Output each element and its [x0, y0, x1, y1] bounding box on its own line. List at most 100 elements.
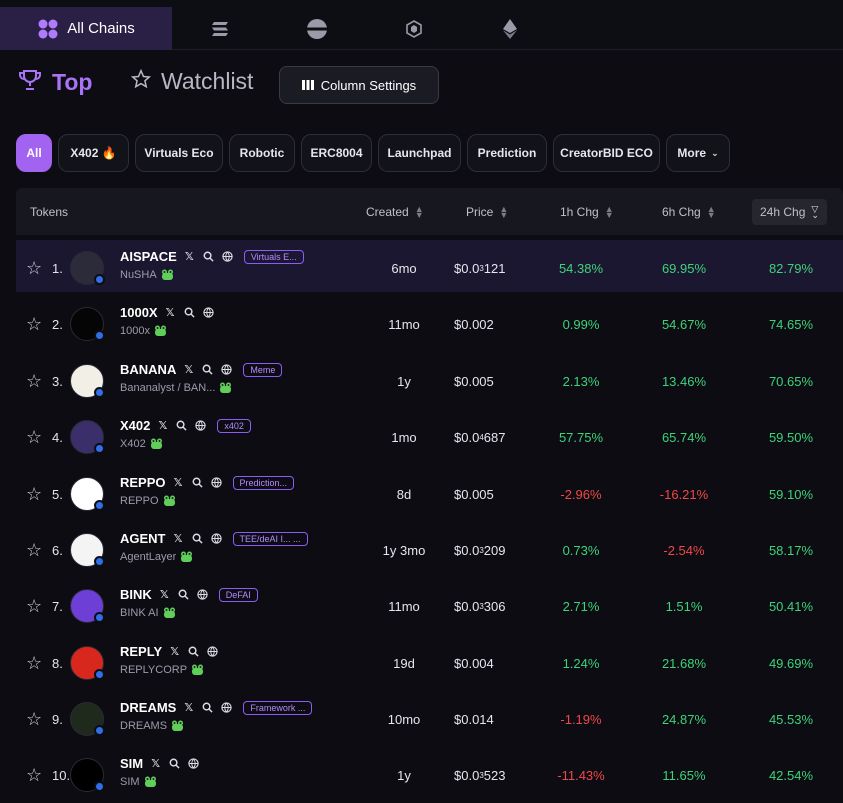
x-icon[interactable]: 𝕏 [184, 251, 194, 263]
filter-virtuals-eco[interactable]: Virtuals Eco [135, 134, 223, 172]
category-tag[interactable]: x402 [217, 418, 251, 433]
x-icon[interactable]: 𝕏 [173, 477, 183, 489]
table-row[interactable]: ☆ 7. BINK 𝕏 DeFAI BINK AI [16, 578, 843, 634]
token-symbol[interactable]: BANANA [120, 362, 177, 377]
x-icon[interactable]: 𝕏 [165, 307, 175, 319]
filter-creatorbid-eco[interactable]: CreatorBID ECO [553, 134, 660, 172]
rank: 7. [52, 598, 63, 614]
filter-more[interactable]: More ⌄ [666, 134, 730, 172]
globe-icon[interactable] [220, 701, 233, 714]
table-row[interactable]: ☆ 3. BANANA 𝕏 Meme Bananalyst / BAN... [16, 353, 843, 409]
chain-tab-all[interactable]: All Chains [0, 7, 172, 50]
filter-robotic[interactable]: Robotic [229, 134, 295, 172]
search-icon[interactable] [183, 306, 196, 319]
change-24h: 70.65% [768, 373, 814, 389]
watchlist-star-icon[interactable]: ☆ [26, 708, 43, 729]
x-icon[interactable]: 𝕏 [170, 646, 180, 658]
globe-icon[interactable] [210, 532, 223, 545]
globe-icon[interactable] [206, 645, 219, 658]
x-icon[interactable]: 𝕏 [173, 533, 183, 545]
token-symbol[interactable]: DREAMS [120, 700, 177, 715]
filter-erc8004[interactable]: ERC8004 [301, 134, 372, 172]
watchlist-star-icon[interactable]: ☆ [26, 313, 43, 334]
top-tab[interactable]: Top [18, 68, 92, 97]
token-avatar [70, 477, 105, 511]
category-tag[interactable]: DeFAI [218, 587, 258, 602]
column-settings-button[interactable]: Column Settings [279, 66, 439, 104]
search-icon[interactable] [201, 363, 214, 376]
table-row[interactable]: ☆ 4. X402 𝕏 x402 X402 [16, 409, 843, 465]
globe-icon[interactable] [210, 476, 223, 489]
table-row[interactable]: ☆ 10. SIM 𝕏 SIM [16, 747, 843, 803]
globe-icon[interactable] [220, 363, 233, 376]
category-tag[interactable]: Meme [243, 362, 283, 377]
category-tag[interactable]: Framework ... [243, 700, 313, 715]
col-24h-chg[interactable]: 24h Chg ▽ ⌄ [752, 199, 827, 225]
watchlist-star-icon[interactable]: ☆ [26, 652, 43, 673]
watchlist-tab[interactable]: Watchlist [130, 68, 253, 95]
col-label: 1h Chg [560, 204, 599, 219]
token-symbol[interactable]: SIM [120, 756, 144, 771]
globe-icon[interactable] [196, 588, 209, 601]
watchlist-star-icon[interactable]: ☆ [26, 370, 43, 391]
table-row[interactable]: ☆ 5. REPPO 𝕏 Prediction... REPPO [16, 466, 843, 522]
watchlist-star-icon[interactable]: ☆ [26, 483, 43, 504]
change-1h: 57.75% [558, 429, 604, 445]
search-icon[interactable] [191, 532, 204, 545]
globe-icon[interactable] [202, 306, 215, 319]
search-icon[interactable] [187, 645, 200, 658]
category-tag[interactable]: Virtuals E... [243, 249, 304, 264]
table-row[interactable]: ☆ 1. AISPACE 𝕏 Virtuals E... NuSHA [16, 240, 843, 292]
watchlist-star-icon[interactable]: ☆ [26, 426, 43, 447]
table-row[interactable]: ☆ 2. 1000X 𝕏 1000x [16, 296, 843, 352]
watchlist-star-icon[interactable]: ☆ [26, 764, 43, 785]
col-6h-chg[interactable]: 6h Chg ▲ ▼ [662, 188, 716, 235]
filter-label: All [26, 146, 42, 160]
token-symbol[interactable]: 1000X [120, 305, 158, 320]
col-price[interactable]: Price ▲ ▼ [466, 188, 508, 235]
token-symbol[interactable]: AGENT [120, 531, 166, 546]
globe-icon[interactable] [194, 419, 207, 432]
globe-icon[interactable] [187, 757, 200, 770]
chain-tab-solana[interactable] [200, 7, 240, 50]
token-symbol[interactable]: REPLY [120, 644, 163, 659]
category-tag[interactable]: TEE/deAI I... ... [232, 531, 308, 546]
token-symbol[interactable]: AISPACE [120, 249, 177, 264]
created-age: 1mo [391, 429, 417, 445]
x-icon[interactable]: 𝕏 [184, 364, 194, 376]
change-6h: -16.21% [659, 486, 709, 502]
chain-tab-bnb[interactable] [394, 7, 434, 50]
watchlist-star-icon[interactable]: ☆ [26, 595, 43, 616]
chain-tab-ethereum[interactable] [490, 7, 530, 50]
search-icon[interactable] [202, 250, 215, 263]
col-1h-chg[interactable]: 1h Chg ▲ ▼ [560, 188, 614, 235]
search-icon[interactable] [191, 476, 204, 489]
globe-icon[interactable] [221, 250, 234, 263]
search-icon[interactable] [175, 419, 188, 432]
watchlist-star-icon[interactable]: ☆ [26, 539, 43, 560]
sort-icon: ▲ ▼ [414, 203, 424, 220]
search-icon[interactable] [177, 588, 190, 601]
table-row[interactable]: ☆ 8. REPLY 𝕏 REPLYCORP [16, 635, 843, 691]
x-icon[interactable]: 𝕏 [184, 702, 194, 714]
table-row[interactable]: ☆ 6. AGENT 𝕏 TEE/deAI I... ... AgentLaye… [16, 522, 843, 578]
price-zero-count: 3 [479, 770, 484, 780]
watchlist-star-icon[interactable]: ☆ [26, 257, 43, 278]
change-24h: 49.69% [768, 655, 814, 671]
search-icon[interactable] [168, 757, 181, 770]
table-row[interactable]: ☆ 9. DREAMS 𝕏 Framework ... DREAMS [16, 691, 843, 747]
x-icon[interactable]: 𝕏 [151, 758, 161, 770]
col-created[interactable]: Created ▲ ▼ [366, 188, 424, 235]
filter-launchpad[interactable]: Launchpad [378, 134, 461, 172]
category-tag[interactable]: Prediction... [232, 475, 295, 490]
filter-all[interactable]: All [16, 134, 52, 172]
filter-prediction[interactable]: Prediction [467, 134, 547, 172]
search-icon[interactable] [201, 701, 214, 714]
token-symbol[interactable]: BINK [120, 587, 152, 602]
x-icon[interactable]: 𝕏 [159, 589, 169, 601]
x-icon[interactable]: 𝕏 [158, 420, 168, 432]
token-symbol[interactable]: X402 [120, 418, 151, 433]
chain-tab-base[interactable] [297, 7, 337, 50]
token-symbol[interactable]: REPPO [120, 475, 166, 490]
filter-x402[interactable]: X402 🔥 [58, 134, 129, 172]
